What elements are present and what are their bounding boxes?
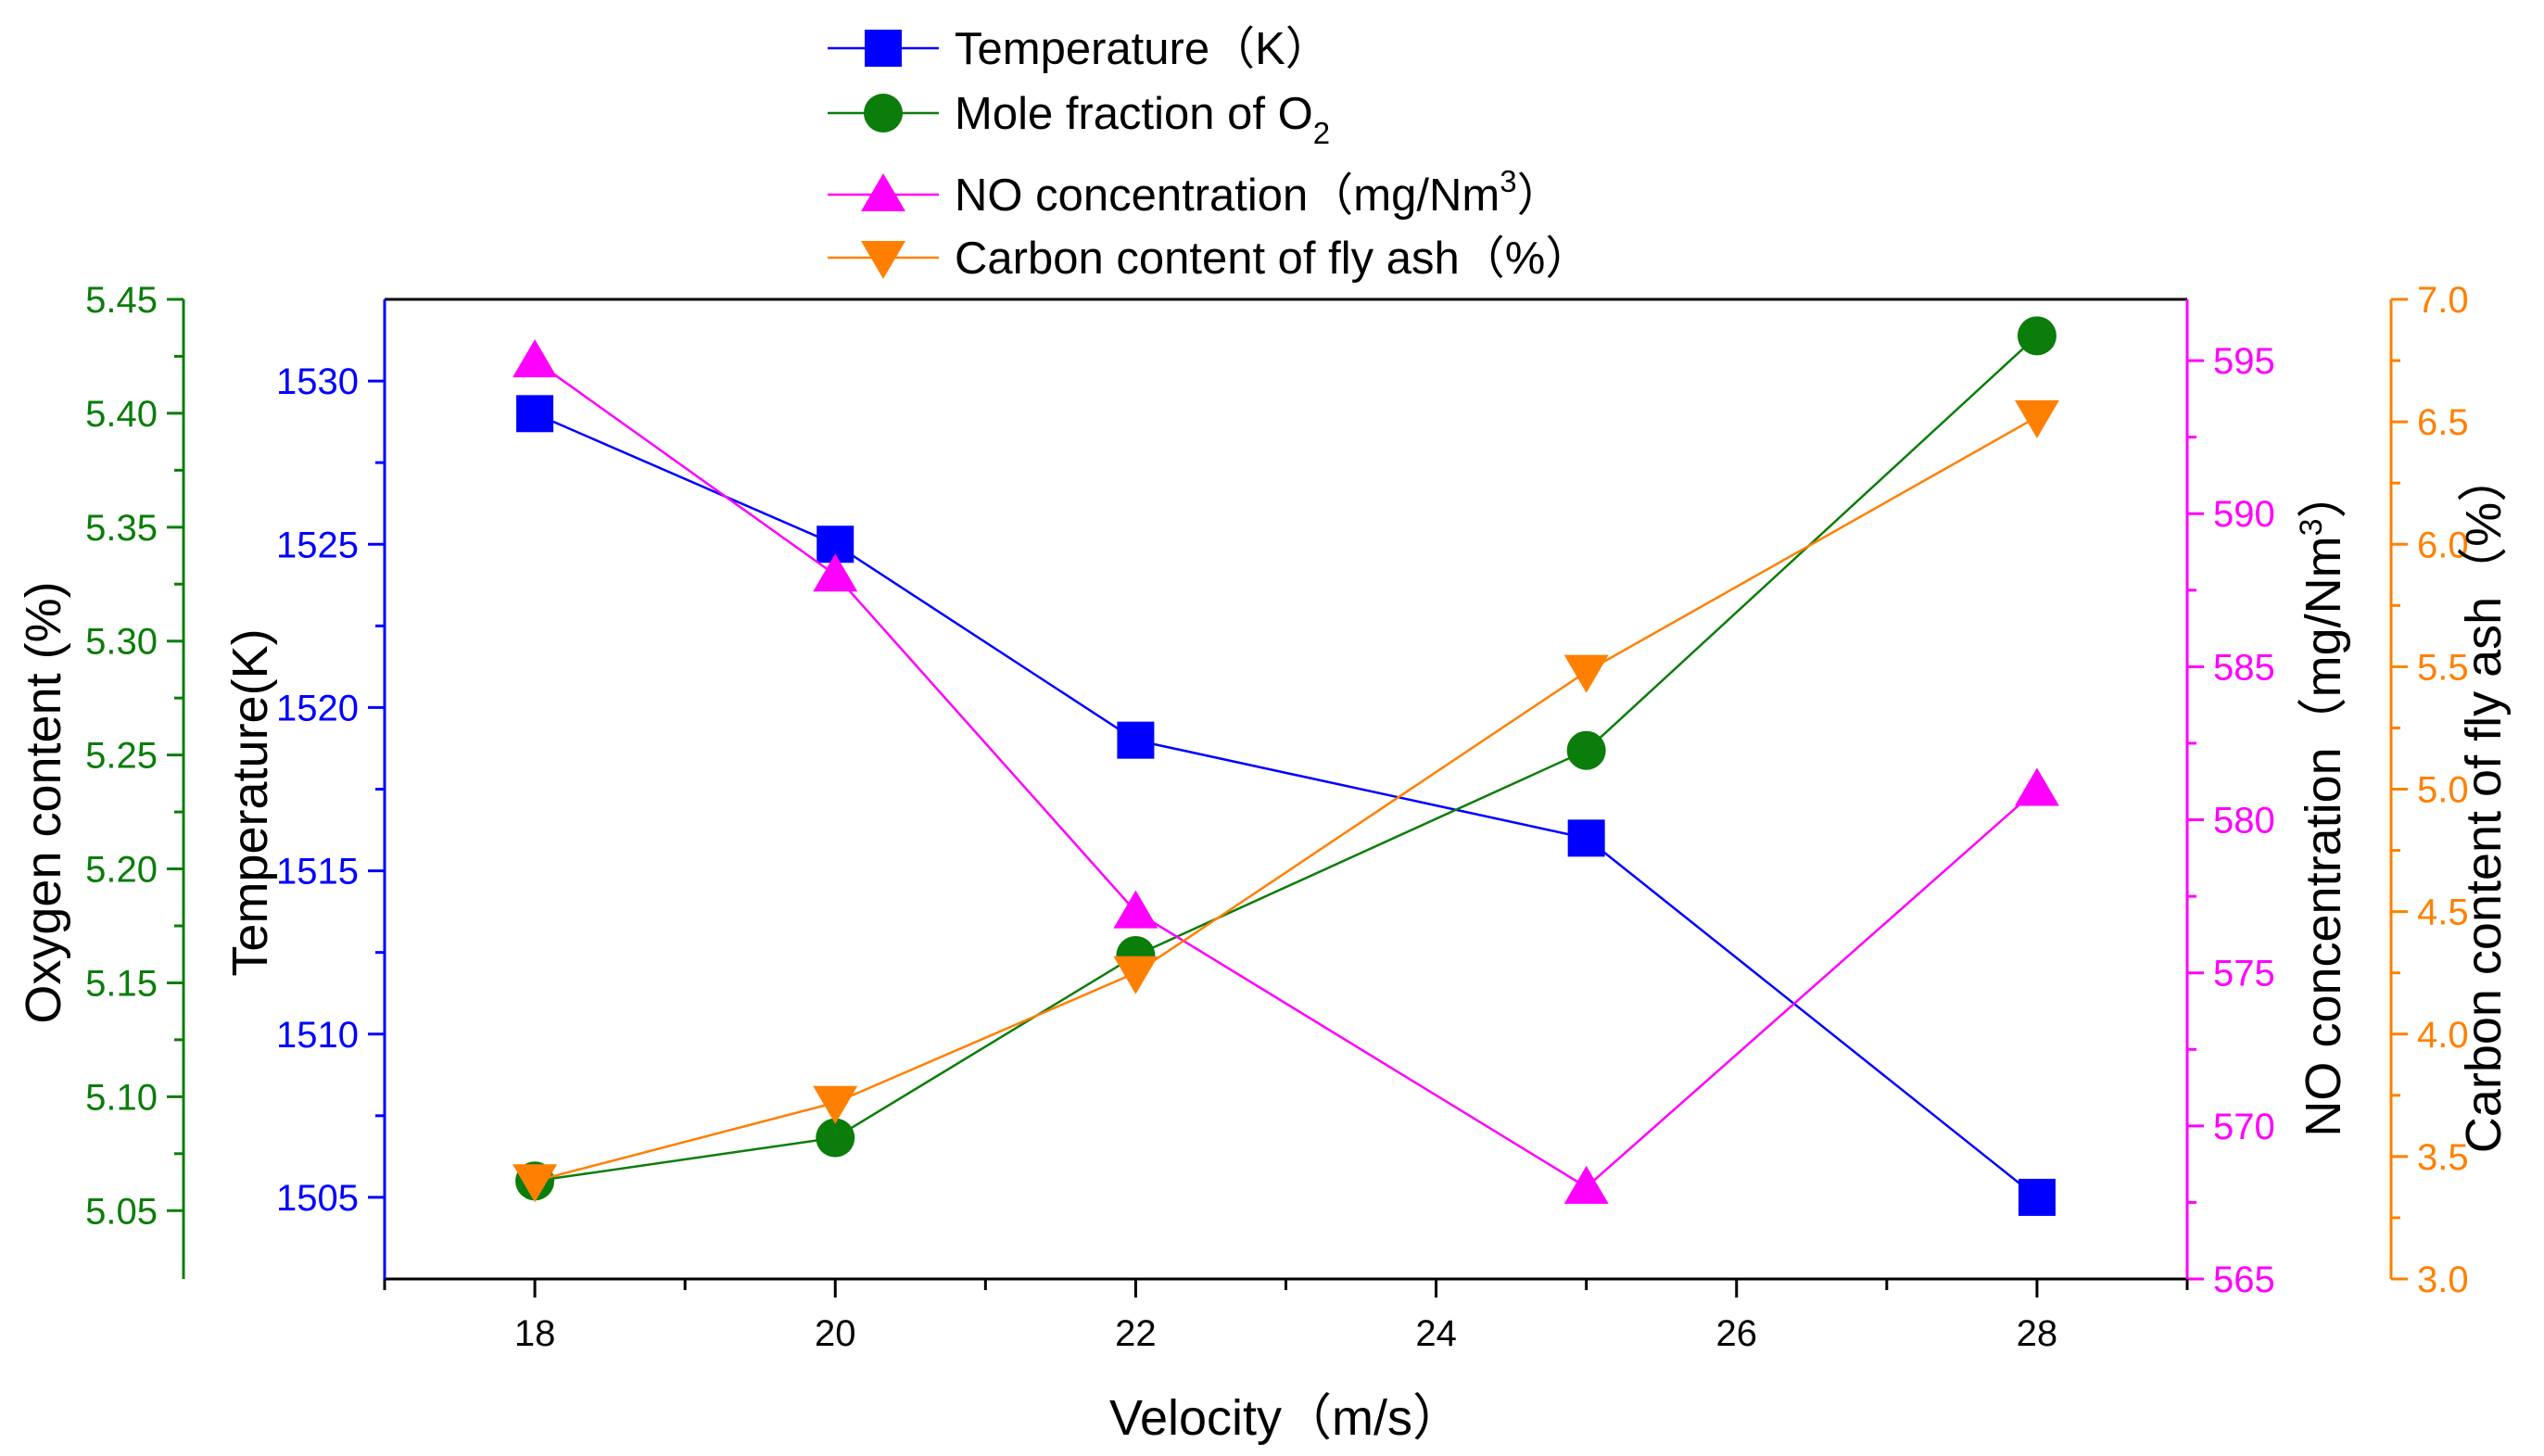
no-axis-title-main: NO concentration（mg/Nm [2296,536,2351,1136]
velocity-axis: 18 20 22 24 26 28 Velocity（m/s） [383,1279,2189,1446]
carbon-tick-label: 7.0 [2417,280,2469,321]
no-point [1113,890,1158,929]
x-tick-label: 28 [2017,1313,2058,1354]
oxygen-tick-label: 5.20 [85,850,158,891]
temperature-tick-label: 1530 [276,361,359,402]
series-no [513,339,2059,1204]
carbon-tick-label: 4.5 [2417,893,2469,933]
no-tick-label: 565 [2213,1260,2275,1300]
carbon-point [813,1085,858,1124]
no-point [513,339,558,378]
no-tick-label: 590 [2213,494,2275,535]
x-tick-label: 20 [815,1313,856,1354]
carbon-line [534,415,2038,1183]
carbon-tick-label: 5.0 [2417,770,2469,811]
carbon-point [513,1164,558,1203]
legend-marker-carbon [861,241,905,279]
legend-marker-temperature [865,30,902,67]
no-tick-label: 570 [2213,1107,2275,1147]
carbon-tick-label: 6.5 [2417,402,2469,443]
temperature-tick-label: 1505 [276,1178,359,1219]
carbon-point [1113,956,1158,994]
oxygen-tick-label: 5.45 [85,280,158,321]
temperature-axis-title: Temperature(K) [222,628,278,976]
oxygen-axis: 5.05 5.10 5.15 5.20 5.25 5.30 5.35 5.40 5.45 Oxyg… [16,280,185,1279]
legend-label-main: Carbon content of fly ash（%） [955,234,1590,284]
carbon-tick-label: 4.0 [2417,1015,2469,1056]
x-axis-title: Velocity（m/s） [1109,1390,1462,1446]
oxygen-tick-label: 5.10 [85,1077,158,1118]
oxygen-tick-label: 5.15 [85,963,158,1004]
oxygen-tick-label: 5.30 [85,622,158,663]
no-tick-label: 585 [2213,647,2275,688]
legend-label-end: ） [1517,171,1563,221]
carbon-tick-label: 5.5 [2417,647,2469,688]
temperature-axis: 1505 1510 1515 1520 1525 1530 Temperature(K) [222,299,386,1279]
series-temperature [516,395,2056,1216]
legend-label-main: Mole fraction of O [955,89,1313,139]
oxygen-tick-label: 5.40 [85,394,158,435]
x-tick-label: 26 [1716,1313,1758,1354]
no-axis-title-sup: 3 [2294,518,2329,536]
oxygen-point [816,1118,855,1158]
carbon-point [1563,654,1609,693]
carbon-axis-title: Carbon content of fly ash（%） [2456,452,2512,1153]
temperature-point [2018,1178,2056,1216]
series-carbon [513,399,2059,1203]
legend-marker-oxygen [864,94,903,133]
temperature-point [1117,721,1155,759]
no-point [813,553,858,592]
temperature-line [534,412,2038,1198]
legend-item-no: NO concentration（mg/Nm3） [828,164,1563,221]
series-layer [513,316,2059,1216]
temperature-tick-label: 1525 [276,525,359,565]
legend-label-sub: 2 [1313,116,1330,150]
no-concentration-axis: 565 570 575 580 585 590 595 NO concentration（mg… [2185,299,2351,1300]
no-axis-title: NO concentration（mg/Nm3） [2294,468,2351,1136]
x-tick-label: 24 [1415,1313,1457,1354]
carbon-content-axis: 3.0 3.5 4.0 4.5 5.0 5.5 6.0 6.5 7.0 Carbon conten… [2389,280,2512,1300]
no-axis-title-end: ） [2296,468,2351,518]
no-tick-label: 575 [2213,954,2275,994]
legend-item-carbon: Carbon content of fly ash（%） [828,234,1590,284]
oxygen-line [534,335,2038,1183]
legend-label-main: Temperature（K） [955,24,1331,74]
carbon-tick-label: 3.5 [2417,1137,2469,1178]
temperature-point [1567,819,1605,857]
legend-label-carbon: Carbon content of fly ash（%） [955,234,1590,284]
carbon-tick-label: 6.0 [2417,525,2469,565]
legend-marker-no [861,173,905,211]
no-point [1563,1165,1609,1204]
oxygen-point [1566,730,1606,770]
legend-label-no: NO concentration（mg/Nm3） [955,164,1563,221]
carbon-tick-label: 3.0 [2417,1260,2469,1300]
oxygen-axis-title: Oxygen content (%) [16,581,71,1023]
legend: Temperature（K） Mole fraction of O2 NO conc… [828,24,1590,284]
oxygen-tick-label: 5.05 [85,1191,158,1232]
legend-label-sup: 3 [1500,164,1516,198]
temperature-tick-label: 1515 [276,852,359,893]
x-tick-label: 18 [514,1313,556,1354]
oxygen-tick-label: 5.35 [85,508,158,549]
legend-item-temperature: Temperature（K） [828,24,1331,74]
oxygen-tick-label: 5.25 [85,736,158,777]
series-oxygen [515,316,2057,1201]
legend-label-main: NO concentration（mg/Nm [955,171,1500,221]
no-tick-label: 595 [2213,341,2275,382]
temperature-point [516,395,554,433]
x-tick-label: 22 [1115,1313,1157,1354]
legend-item-oxygen: Mole fraction of O2 [828,89,1330,150]
no-point [2014,767,2059,806]
temperature-tick-label: 1520 [276,688,359,728]
legend-label-temperature: Temperature（K） [955,24,1331,74]
no-tick-label: 580 [2213,801,2275,842]
oxygen-point [2017,316,2057,356]
carbon-point [2014,399,2059,438]
legend-label-oxygen: Mole fraction of O2 [955,89,1330,150]
temperature-tick-label: 1510 [276,1015,359,1056]
